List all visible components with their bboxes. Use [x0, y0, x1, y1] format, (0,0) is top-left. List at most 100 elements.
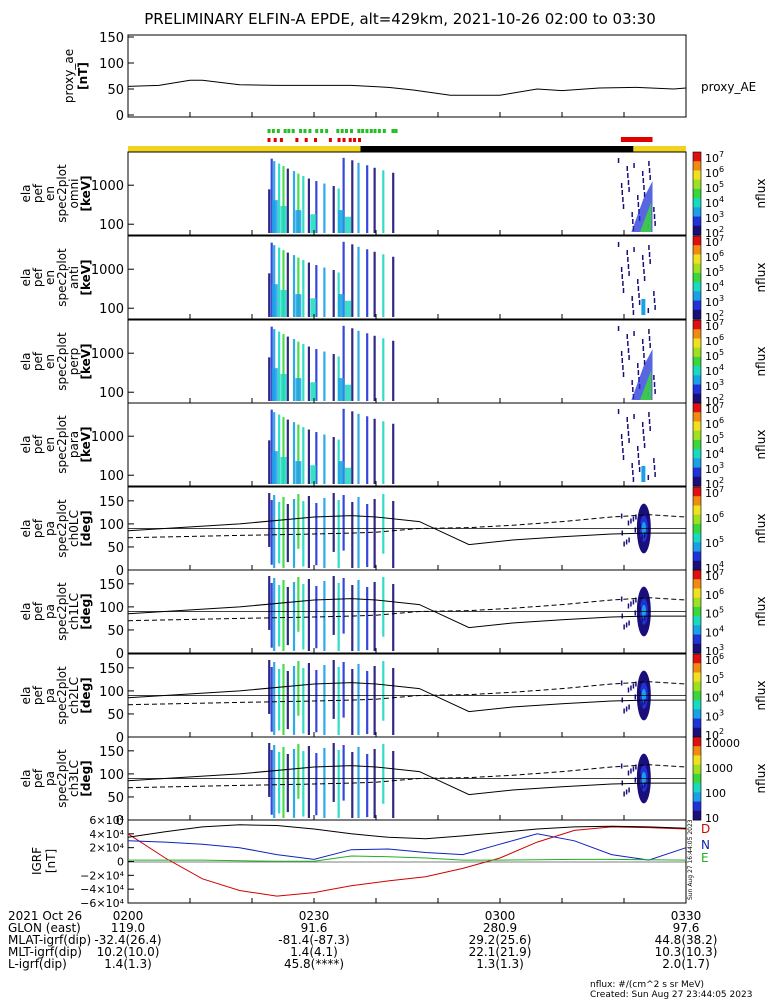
- pitch-angle-speckle: [620, 596, 623, 602]
- colorbar-segment: [693, 551, 701, 562]
- pitch-angle-speckle: [634, 527, 637, 533]
- spectrogram-burst: [286, 168, 289, 233]
- spectrogram-panel-1: elapefenspec2plotomni[keV]10010001071061…: [19, 150, 768, 240]
- status-mark-green: [377, 129, 381, 133]
- spectrogram-content: [268, 408, 656, 484]
- colorbar-segment: [693, 533, 701, 543]
- spectrogram-burst: [357, 747, 360, 818]
- spectrogram-speckle: [633, 331, 635, 336]
- pitch-angle-speckle: [637, 525, 639, 531]
- spectrogram-ylabel: [deg]: [79, 510, 93, 546]
- pitch-angle-speckle: [630, 685, 632, 691]
- spectrogram-ytick-label: 100: [99, 302, 124, 317]
- status-mark-green: [394, 129, 398, 133]
- pitch-angle-speckle: [641, 701, 643, 707]
- spectrogram-burst: [273, 495, 276, 568]
- proxy-ae-ytick-label: 100: [99, 57, 124, 72]
- status-mark-green: [291, 129, 295, 133]
- status-mark-green: [271, 129, 275, 133]
- spectrogram-burst: [307, 746, 310, 818]
- spectrogram-burst: [373, 251, 376, 317]
- spectrogram-speckle: [627, 257, 629, 262]
- spectrogram-ylabel: [deg]: [79, 677, 93, 713]
- spectrogram-burst: [366, 671, 369, 735]
- colorbar-segment: [693, 421, 701, 432]
- igrf-legend-e: E: [701, 851, 709, 865]
- spectrogram-burst: [270, 500, 273, 565]
- status-bars: [128, 129, 686, 152]
- colorbar-segment: [693, 198, 701, 208]
- spectrogram-burst: [278, 669, 281, 731]
- status-mark-green: [373, 129, 377, 133]
- colorbar-frame: [692, 402, 702, 487]
- spectrogram-speckle: [648, 161, 650, 166]
- spectrogram-burst: [366, 504, 369, 568]
- spectrogram-burst: [297, 744, 300, 799]
- spectrogram-burst: [332, 743, 335, 802]
- spectrogram-speckle: [653, 375, 655, 380]
- spectrogram-speckle: [649, 426, 651, 431]
- spectrogram-burst: [268, 493, 271, 547]
- spectrogram-burst: [392, 340, 395, 401]
- spectrogram-burst: [292, 171, 296, 233]
- spectrogram-burst: [307, 579, 310, 651]
- spectrogram-speckle: [617, 158, 620, 163]
- colorbar-segment: [693, 439, 701, 450]
- spectrogram-burst: [286, 671, 289, 730]
- colorbar-segment: [693, 291, 701, 302]
- loss-cone-solid-line: [127, 765, 686, 796]
- status-mark-red: [267, 138, 271, 142]
- spectrogram-burst: [307, 262, 310, 317]
- pitch-angle-speckle: [627, 770, 630, 776]
- spectrogram-burst: [382, 661, 385, 721]
- spectrogram-burst: [373, 418, 376, 484]
- spectrogram-burst: [278, 247, 281, 317]
- pitch-angle-speckle: [621, 780, 624, 786]
- spectrogram-ytick-label: 50: [107, 541, 124, 556]
- colorbar-segment: [693, 225, 701, 236]
- colorbar-segment: [693, 338, 701, 349]
- spectrogram-ytick-label: 100: [99, 601, 124, 616]
- pitch-angle-speckle: [634, 777, 637, 783]
- igrf-ylabel: IGRF: [30, 847, 44, 875]
- proxy-ae-legend: proxy_AE: [701, 80, 756, 94]
- spectrogram-burst: [366, 165, 369, 233]
- pitch-angle-speckle: [630, 518, 632, 524]
- igrf-ytick-label: 0: [117, 856, 124, 869]
- spectrogram-burst: [342, 495, 345, 551]
- colorbar-segment: [693, 810, 701, 821]
- time-table-cell: 29.2(25.6): [469, 933, 532, 947]
- spectrogram-speckle: [632, 219, 634, 224]
- status-mark-red: [314, 138, 317, 142]
- spectrogram-burst: [278, 752, 281, 814]
- spectrogram-ylabel: en: [43, 186, 57, 201]
- spectrogram-speckle: [626, 250, 628, 255]
- colorbar-segment: [693, 514, 701, 525]
- spectrogram-ytick-label: 1000: [91, 179, 124, 194]
- spectrogram-burst: [351, 752, 354, 818]
- spectrogram-burst: [273, 412, 276, 484]
- spectrogram-burst: [382, 338, 385, 401]
- spectrogram-burst: [297, 661, 300, 716]
- status-mark-green: [320, 129, 324, 133]
- spectrogram-speckle: [654, 221, 656, 226]
- igrf-ytick-label: 6×10⁴: [89, 814, 124, 827]
- time-table-cell: 44.8(38.2): [655, 933, 718, 947]
- spectrogram-burst: [382, 744, 385, 804]
- spectrogram-ylabel: spec2plot: [55, 499, 69, 558]
- pitch-angle-speckle: [625, 539, 628, 545]
- proxy-ae-frame: [127, 34, 687, 118]
- time-table-row-label: MLAT-igrf(dip): [8, 933, 91, 947]
- time-table-cell: 2.0(1.7): [662, 957, 710, 971]
- spectrogram-speckle: [653, 291, 655, 296]
- spectrogram-burst: [332, 660, 335, 719]
- colorbar-segment: [693, 773, 701, 784]
- spectrogram-speckle: [637, 446, 639, 451]
- colorbar-tick-label: 100: [705, 787, 726, 800]
- colorbar-segment: [693, 709, 701, 720]
- spectrogram-speckle: [631, 463, 633, 468]
- proxy-ae-line: [127, 79, 687, 96]
- spectrogram-block: [310, 298, 317, 317]
- status-block-red: [620, 137, 653, 142]
